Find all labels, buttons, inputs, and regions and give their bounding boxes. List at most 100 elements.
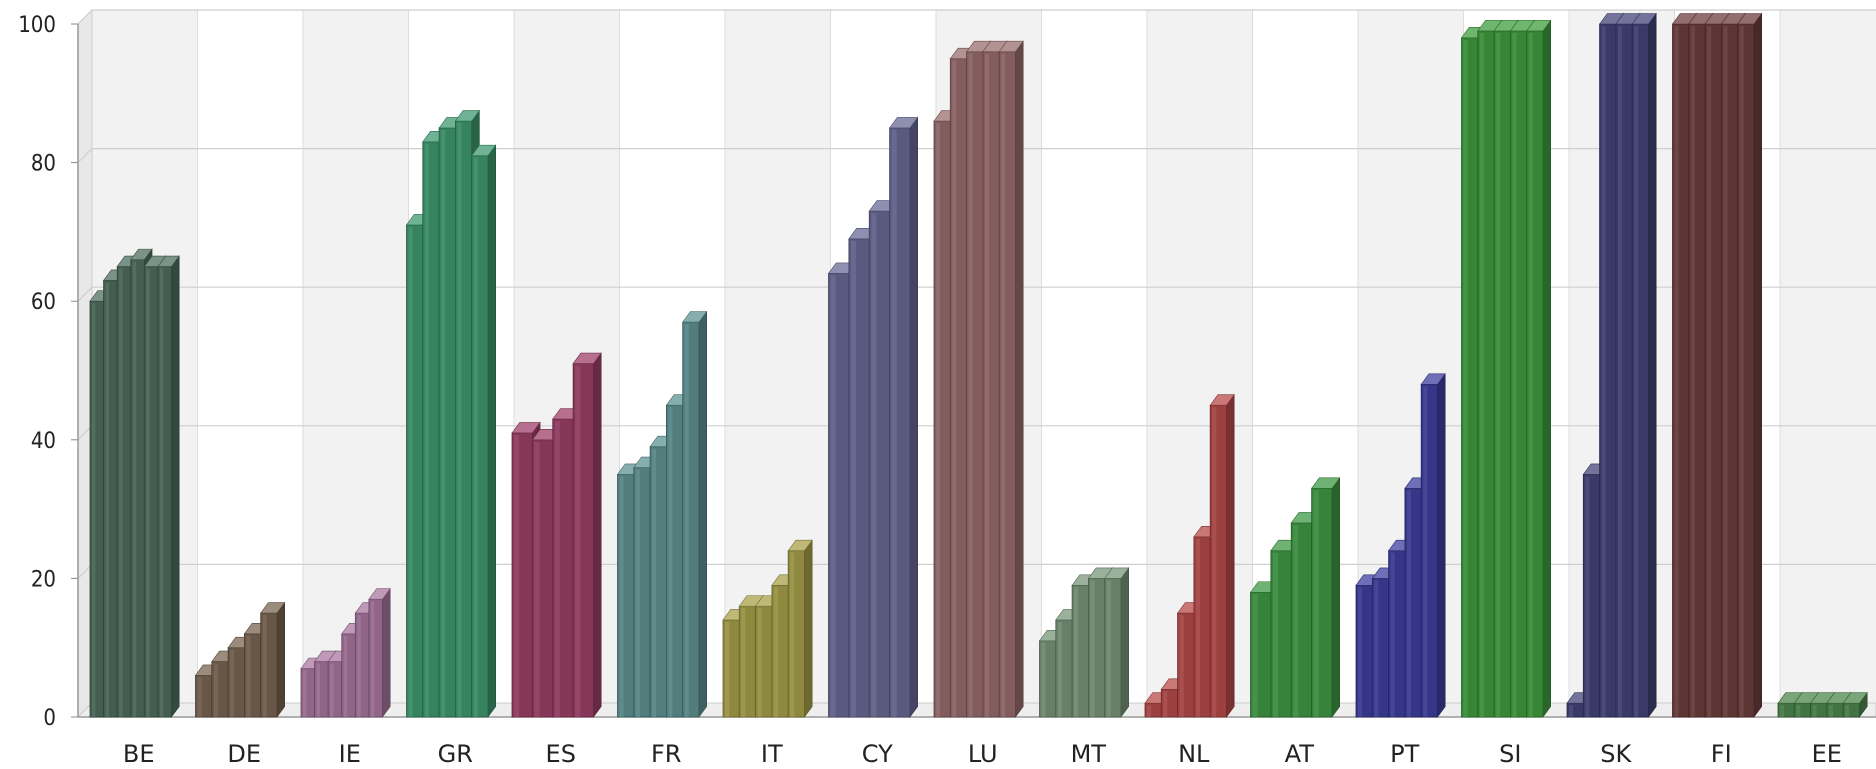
bar-group-nl bbox=[1144, 393, 1235, 718]
bar-highlight bbox=[119, 268, 123, 717]
bar-highlight bbox=[303, 670, 307, 717]
bar-highlight bbox=[316, 663, 320, 717]
bar-highlight bbox=[330, 663, 334, 717]
bar-top bbox=[1420, 373, 1446, 385]
bar-side bbox=[1542, 19, 1551, 718]
bar-highlight bbox=[146, 268, 150, 717]
plot-band bbox=[197, 10, 303, 703]
bar-highlight bbox=[1041, 642, 1046, 717]
bar-highlight bbox=[1147, 705, 1152, 717]
bar-highlight bbox=[246, 635, 251, 717]
bar-highlight bbox=[1252, 594, 1258, 717]
bar-highlight bbox=[357, 615, 361, 717]
bar-highlight bbox=[1828, 705, 1833, 717]
bar-highlight bbox=[1812, 705, 1817, 717]
x-tick-label: LU bbox=[968, 740, 998, 768]
bar-side bbox=[1015, 40, 1024, 718]
bar-group-si bbox=[1460, 19, 1552, 718]
x-tick-label: SK bbox=[1600, 740, 1632, 768]
x-tick-label: AT bbox=[1285, 740, 1315, 768]
bar-highlight bbox=[457, 123, 462, 717]
bar-highlight bbox=[652, 448, 657, 717]
bar-highlight bbox=[132, 261, 137, 717]
bar-top bbox=[1737, 13, 1763, 25]
bar-top bbox=[1631, 13, 1657, 25]
bar-side bbox=[1753, 12, 1762, 718]
bar-highlight bbox=[1601, 26, 1606, 717]
bar-highlight bbox=[684, 323, 689, 717]
bar-highlight bbox=[635, 469, 640, 717]
bar-highlight bbox=[1512, 32, 1517, 718]
bar-highlight bbox=[424, 143, 429, 717]
bar-highlight bbox=[473, 157, 478, 718]
x-tick-label: IE bbox=[339, 740, 361, 768]
bar-group-it bbox=[722, 539, 813, 718]
x-tick-label: ES bbox=[546, 740, 576, 768]
bar-highlight bbox=[850, 240, 856, 717]
bar-highlight bbox=[936, 123, 941, 717]
bar-group-ee bbox=[1777, 691, 1868, 718]
bar-highlight bbox=[1293, 524, 1299, 717]
bar-top bbox=[454, 110, 480, 122]
y-tick-label: 40 bbox=[31, 429, 56, 454]
bar-side bbox=[487, 144, 497, 718]
x-tick-label: SI bbox=[1499, 740, 1521, 768]
bar-group-be bbox=[89, 248, 180, 718]
bars bbox=[89, 12, 1868, 718]
bar-highlight bbox=[1195, 538, 1200, 717]
bar-side bbox=[909, 116, 919, 718]
x-tick-label: IT bbox=[761, 740, 783, 768]
gridline-diagonal bbox=[77, 148, 93, 164]
bar-top bbox=[130, 248, 153, 260]
bar-highlight bbox=[262, 615, 267, 717]
bar-highlight bbox=[757, 608, 762, 717]
bar-top bbox=[889, 117, 919, 129]
bar-side bbox=[698, 310, 708, 718]
bar-highlight bbox=[830, 275, 836, 717]
bar-highlight bbox=[408, 226, 413, 717]
x-tick-label: MT bbox=[1071, 740, 1107, 768]
x-tick-label: CY bbox=[862, 740, 893, 768]
bar-group-gr bbox=[405, 109, 497, 718]
bar-group-fi bbox=[1671, 12, 1763, 718]
bar-top bbox=[1104, 567, 1130, 579]
y-tick-label: 60 bbox=[31, 290, 56, 315]
bar-side bbox=[1226, 393, 1235, 718]
bar-top bbox=[260, 602, 286, 614]
bar-side bbox=[1331, 476, 1340, 718]
bar-highlight bbox=[1634, 26, 1639, 717]
bar-group-at bbox=[1249, 476, 1341, 718]
bar-top bbox=[1209, 394, 1235, 406]
bar-highlight bbox=[92, 303, 96, 717]
bar-group-mt bbox=[1038, 566, 1130, 718]
bar-highlight bbox=[1496, 32, 1501, 718]
bar-highlight bbox=[984, 53, 989, 718]
bar-highlight bbox=[441, 129, 446, 717]
y-tick-label: 0 bbox=[43, 706, 56, 731]
bar-side bbox=[276, 601, 286, 718]
bar-highlight bbox=[952, 60, 957, 717]
bar-highlight bbox=[343, 635, 348, 717]
bar-highlight bbox=[1528, 32, 1533, 718]
bar-highlight bbox=[1106, 580, 1111, 717]
bar-group-sk bbox=[1566, 12, 1657, 718]
bar-highlight bbox=[741, 608, 746, 717]
bar-highlight bbox=[725, 621, 730, 717]
bar-top bbox=[572, 352, 602, 364]
bar-highlight bbox=[1723, 26, 1728, 717]
bar-highlight bbox=[1001, 53, 1006, 718]
bar-highlight bbox=[213, 663, 218, 717]
bar-highlight bbox=[1313, 490, 1319, 717]
bar-highlight bbox=[1090, 580, 1095, 717]
bar-highlight bbox=[1390, 552, 1395, 717]
bar-side bbox=[382, 587, 391, 718]
x-tick-label: FI bbox=[1711, 740, 1732, 768]
bar-highlight bbox=[514, 434, 520, 717]
x-tick-label: DE bbox=[227, 740, 261, 768]
bar-side bbox=[171, 255, 180, 718]
bar-highlight bbox=[619, 476, 624, 717]
bar-side bbox=[1120, 566, 1129, 718]
bar-highlight bbox=[370, 601, 375, 717]
bar-highlight bbox=[1406, 490, 1411, 717]
